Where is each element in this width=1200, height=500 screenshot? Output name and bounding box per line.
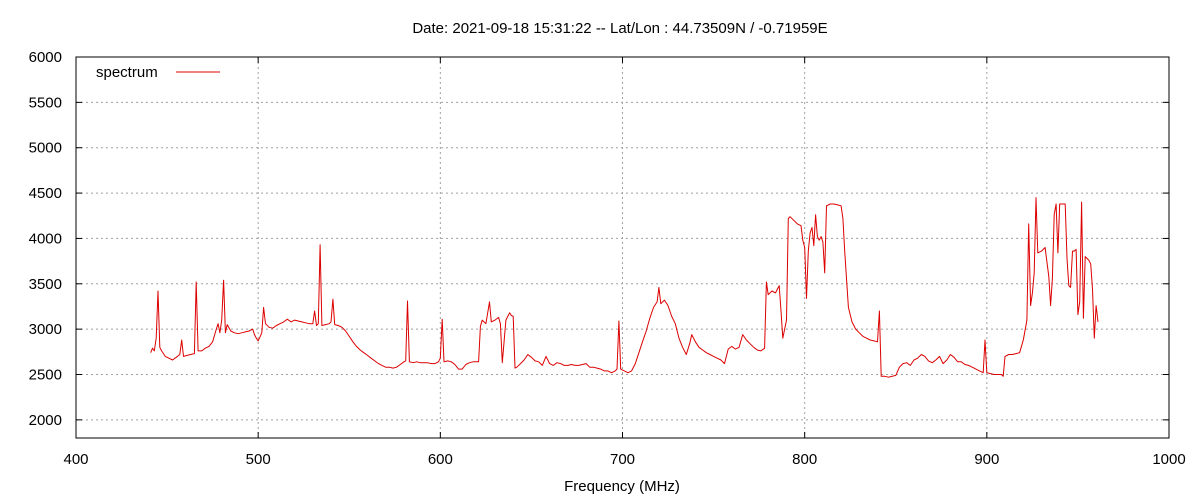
x-tick-label: 400 xyxy=(63,451,88,468)
y-tick-label: 4500 xyxy=(29,185,62,202)
x-tick-label: 1000 xyxy=(1152,451,1185,468)
legend-label-spectrum: spectrum xyxy=(96,64,158,81)
y-tick-label: 3000 xyxy=(29,321,62,338)
y-tick-label: 5500 xyxy=(29,94,62,111)
chart-title: Date: 2021-09-18 15:31:22 -- Lat/Lon : 4… xyxy=(412,20,827,37)
y-axis-ticks: 2000 2500 3000 3500 4000 4500 5000 5500 6000 xyxy=(29,49,1169,429)
x-tick-label: 800 xyxy=(792,451,817,468)
x-axis-ticks: 400 500 600 700 800 900 1000 xyxy=(63,57,1186,468)
y-tick-label: 3500 xyxy=(29,276,62,293)
plot-frame xyxy=(75,56,1170,439)
grid-lines xyxy=(76,57,1169,438)
spectrum-series-line xyxy=(150,197,1099,378)
legend: spectrum xyxy=(96,64,220,81)
x-tick-label: 900 xyxy=(974,451,999,468)
y-tick-label: 5000 xyxy=(29,140,62,157)
x-tick-label: 600 xyxy=(428,451,453,468)
y-tick-label: 6000 xyxy=(29,49,62,66)
y-tick-label: 2000 xyxy=(29,412,62,429)
x-tick-label: 700 xyxy=(610,451,635,468)
x-axis-label: Frequency (MHz) xyxy=(564,478,680,495)
x-tick-label: 500 xyxy=(246,451,271,468)
y-tick-label: 2500 xyxy=(29,367,62,384)
y-tick-label: 4000 xyxy=(29,230,62,247)
